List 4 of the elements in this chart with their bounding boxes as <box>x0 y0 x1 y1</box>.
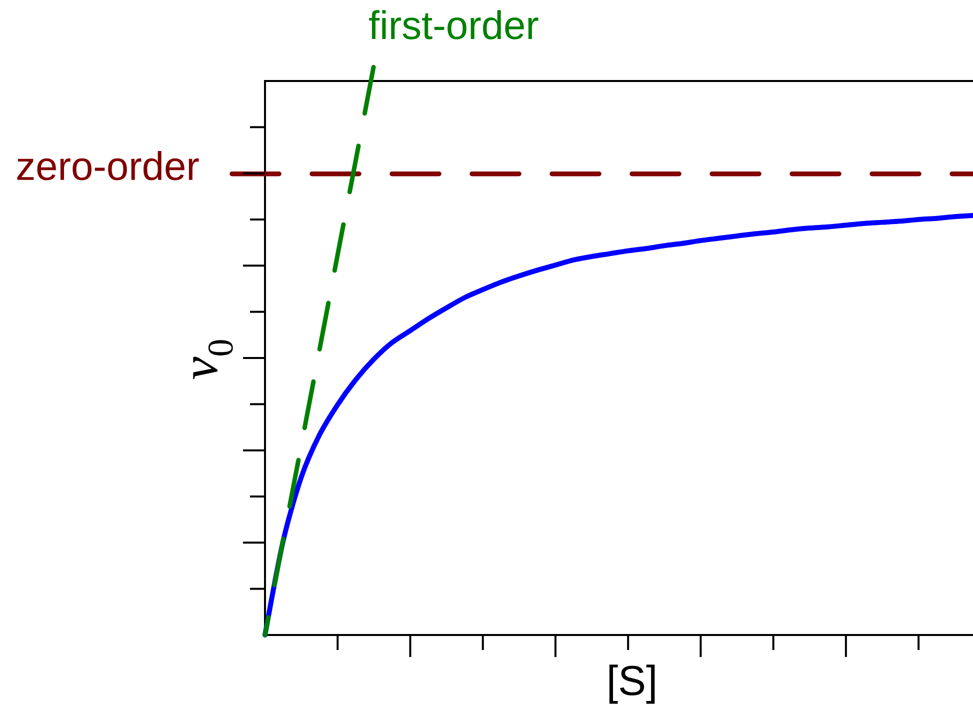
series-label: first-order <box>369 10 538 40</box>
x-axis-title: [S] <box>609 664 655 704</box>
y-axis-title: v$_{0}$ <box>193 340 233 380</box>
ref-line-label: zero-order <box>17 150 199 180</box>
